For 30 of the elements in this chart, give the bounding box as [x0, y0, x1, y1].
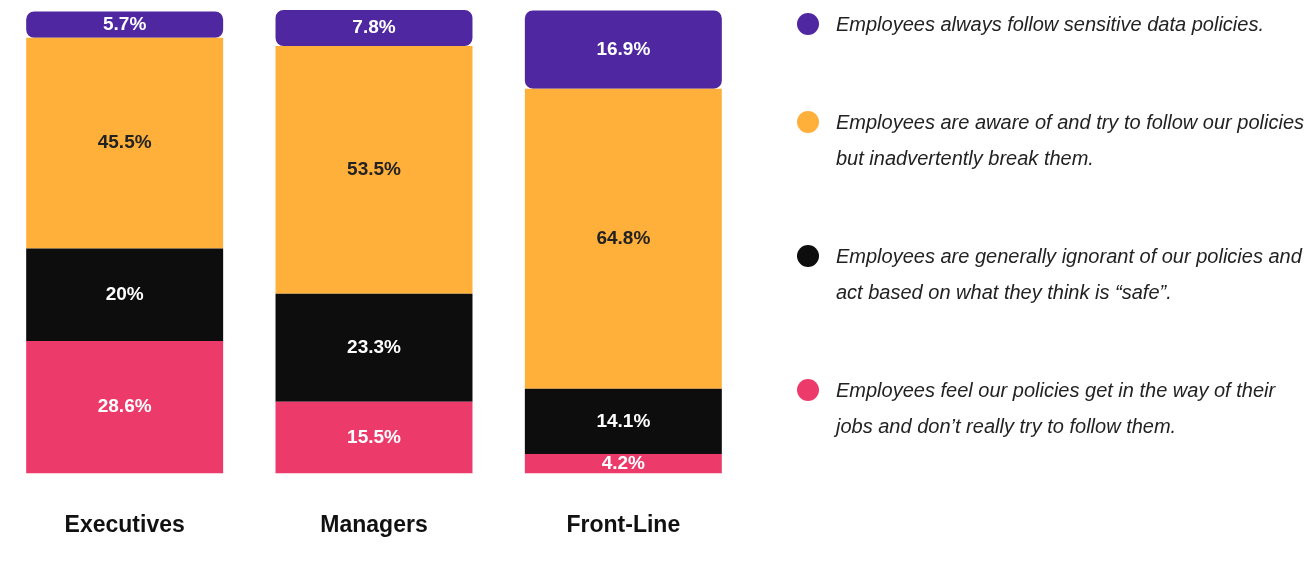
data-label: 64.8% [596, 226, 651, 248]
bar [275, 293, 473, 402]
bar [26, 248, 224, 341]
x-tick-label: Front-Line [566, 510, 681, 537]
bar [524, 10, 722, 89]
data-label: 28.6% [97, 395, 152, 417]
x-tick-label: Executives [64, 510, 185, 537]
data-label: 45.5% [97, 131, 152, 153]
bar [26, 11, 224, 38]
x-tick-label: Managers [320, 510, 428, 537]
bar [26, 341, 224, 474]
data-label: 4.2% [601, 451, 646, 473]
bar [275, 10, 473, 47]
data-label: 7.8% [352, 16, 396, 38]
data-label: 16.9% [596, 37, 651, 59]
data-label: 15.5% [347, 425, 402, 447]
data-label: 53.5% [347, 158, 402, 180]
legend-label: Employees feel our policies get in the way of their jobs and don’t really try to follow them. [836, 378, 1277, 439]
bar [275, 46, 473, 294]
data-label: 23.3% [347, 335, 402, 357]
legend-label: Employees are generally ignorant of our policies and act based on what they think is “safe”. [836, 244, 1304, 305]
data-label: 14.1% [596, 409, 651, 431]
bar [26, 37, 224, 249]
data-label: 5.7% [103, 12, 147, 34]
bar [275, 401, 473, 474]
data-label: 20% [105, 282, 144, 304]
bar [524, 388, 722, 454]
legend-label: Employees always follow sensitive data policies. [836, 12, 1264, 37]
legend-label: Employees are aware of and try to follow our policies but inadvertently break them. [836, 110, 1305, 171]
bar [524, 88, 722, 389]
